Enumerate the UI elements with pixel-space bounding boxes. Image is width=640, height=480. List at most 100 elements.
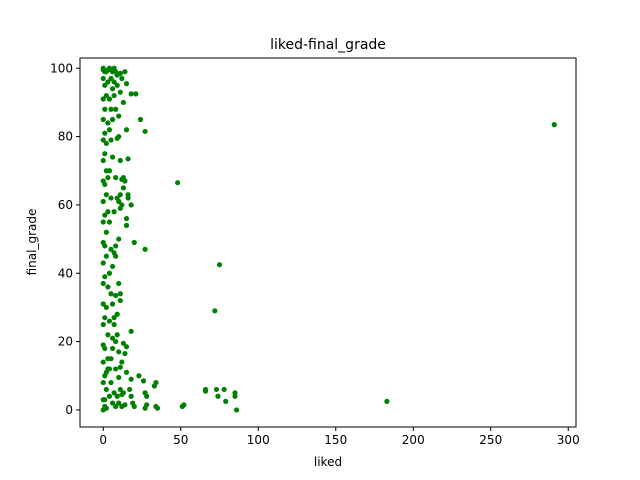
data-point: [111, 65, 117, 71]
data-point: [109, 335, 116, 341]
data-point: [120, 99, 126, 106]
y-tick-label: 0: [65, 403, 73, 417]
data-point: [114, 332, 120, 338]
data-point: [113, 253, 119, 259]
data-point: [119, 391, 125, 398]
data-point: [117, 205, 123, 211]
data-point: [123, 81, 130, 87]
data-point: [123, 344, 130, 350]
x-axis-label: liked: [314, 455, 342, 469]
data-point: [105, 209, 111, 215]
data-point: [111, 321, 117, 328]
data-point: [116, 133, 122, 140]
data-point: [105, 174, 111, 181]
y-tick-label: 80: [58, 130, 73, 144]
data-point: [113, 292, 119, 299]
x-tick-label: 200: [402, 433, 425, 447]
data-point: [117, 89, 123, 95]
data-point: [103, 253, 109, 259]
data-point: [105, 120, 111, 126]
data-point: [106, 127, 113, 133]
y-axis-ticks: 0 20 40 60 80 100: [50, 61, 80, 417]
plot-area-frame: [79, 57, 577, 428]
data-point: [113, 243, 119, 249]
data-point: [137, 116, 144, 123]
data-point: [109, 116, 116, 123]
y-tick-label: 40: [58, 266, 73, 280]
data-point: [102, 106, 108, 112]
data-point: [105, 79, 111, 85]
data-point: [100, 198, 106, 205]
data-point: [123, 127, 130, 133]
data-point: [120, 185, 126, 191]
x-tick-label: 100: [247, 433, 270, 447]
data-point: [100, 321, 106, 328]
data-point: [123, 369, 130, 375]
data-point: [108, 137, 114, 143]
data-point: [100, 137, 106, 143]
data-point: [108, 195, 114, 201]
data-point: [140, 378, 147, 384]
data-point: [384, 398, 390, 404]
data-point: [117, 386, 123, 393]
data-point: [102, 82, 108, 88]
data-point: [232, 393, 238, 399]
data-point: [100, 379, 106, 386]
data-point: [119, 75, 125, 82]
data-point: [111, 315, 117, 321]
data-point: [100, 260, 106, 266]
data-point: [102, 181, 108, 188]
data-point: [120, 174, 126, 181]
data-point: [103, 369, 109, 375]
data-point: [114, 195, 120, 201]
data-point: [103, 405, 109, 411]
data-point: [100, 96, 106, 102]
data-point: [102, 397, 108, 403]
data-point: [102, 151, 108, 157]
data-point: [108, 246, 114, 252]
data-point: [109, 301, 116, 307]
data-point: [111, 390, 117, 396]
y-tick-label: 100: [50, 61, 73, 75]
data-point: [212, 308, 218, 314]
data-point: [100, 157, 106, 164]
data-point: [102, 243, 108, 249]
data-point: [122, 350, 128, 357]
data-point: [128, 91, 134, 97]
data-point: [103, 229, 109, 235]
x-tick-label: 300: [557, 433, 580, 447]
data-point: [109, 86, 116, 92]
data-point: [128, 328, 134, 334]
data-point: [106, 168, 113, 174]
data-point: [114, 82, 120, 88]
data-point: [109, 400, 116, 406]
data-point: [103, 140, 109, 147]
data-point: [113, 174, 119, 181]
data-point: [111, 79, 117, 85]
data-point: [106, 219, 113, 225]
data-point: [213, 386, 219, 393]
data-point: [223, 398, 229, 404]
data-point: [216, 262, 223, 268]
data-point: [119, 359, 125, 365]
data-point: [181, 402, 187, 408]
data-point: [100, 359, 106, 365]
data-point: [106, 270, 113, 276]
data-point: [102, 130, 108, 136]
data-point: [153, 379, 159, 386]
data-point: [105, 356, 111, 362]
x-tick-label: 50: [173, 433, 188, 447]
data-point: [113, 106, 119, 112]
x-tick-label: 0: [99, 433, 107, 447]
data-point: [102, 274, 108, 280]
data-point: [117, 297, 123, 304]
data-point: [116, 113, 122, 119]
data-point: [106, 96, 113, 102]
data-point: [114, 72, 120, 78]
data-point: [106, 318, 113, 324]
data-point: [103, 192, 109, 198]
data-point: [123, 215, 130, 222]
x-tick-label: 150: [324, 433, 347, 447]
data-point: [131, 239, 137, 246]
